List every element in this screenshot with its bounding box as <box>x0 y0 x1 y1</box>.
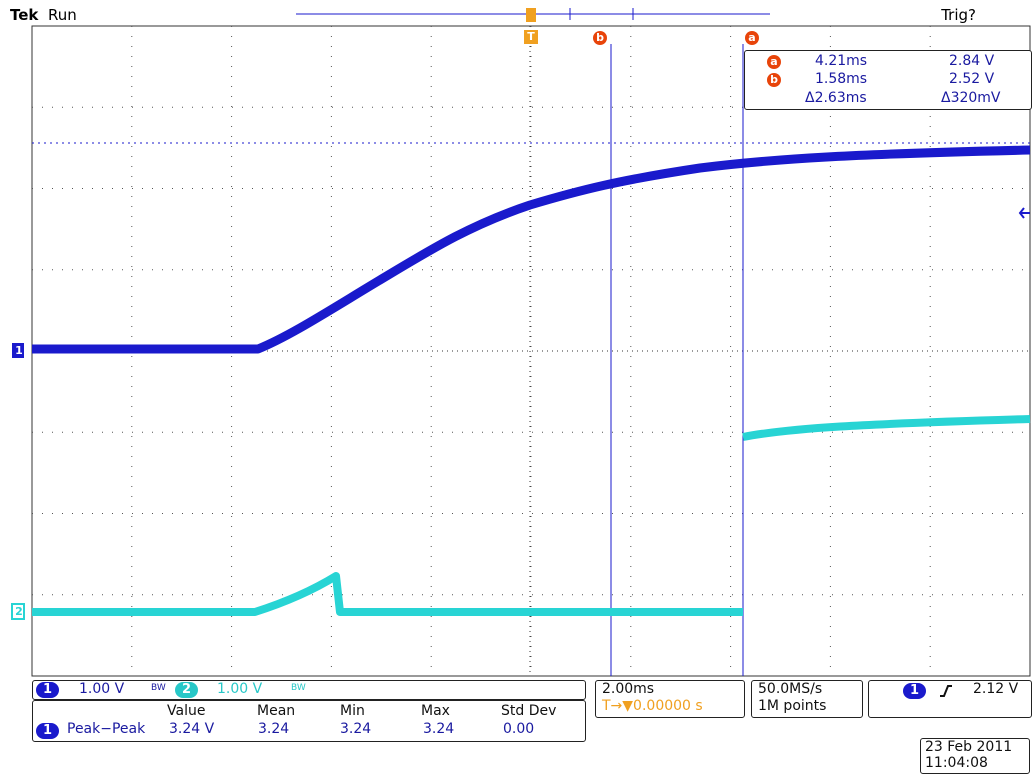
ch2-scale: 1.00 V <box>217 681 263 697</box>
cursor-b-badge[interactable]: b <box>593 31 607 45</box>
cursor-readout-panel: a 4.21ms 2.84 V b 1.58ms 2.52 V Δ2.63ms … <box>744 50 1032 110</box>
brand-logo: Tek <box>10 6 39 24</box>
acquisition-panel[interactable]: 50.0MS/s 1M points <box>751 680 863 718</box>
measurement-max: 3.24 <box>423 721 455 737</box>
cursor-b-voltage: 2.52 V <box>949 71 995 87</box>
ch1-marker-label: 1 <box>15 344 23 357</box>
run-state: Run <box>48 6 77 24</box>
trigger-t-label: T <box>527 30 535 43</box>
measurement-header: Max <box>421 703 450 719</box>
cursor-b-time: 1.58ms <box>815 71 868 87</box>
trigger-source-chip: 1 <box>903 683 927 699</box>
measurement-header: Value <box>167 703 206 719</box>
time: 11:04:08 <box>925 755 988 771</box>
trigger-level-arrow-icon <box>1018 207 1030 219</box>
trigger-position: T→▼0.00000 s <box>602 698 703 714</box>
ch1-ground-marker <box>12 343 24 358</box>
cursor-a-time: 4.21ms <box>815 53 868 69</box>
measurement-header: Mean <box>257 703 296 719</box>
rising-edge-icon <box>940 685 952 697</box>
measurement-mean: 3.24 <box>258 721 290 737</box>
measurement-min: 3.24 <box>340 721 372 737</box>
ch2-ground-marker <box>11 603 25 620</box>
timebase-panel[interactable]: 2.00ms T→▼0.00000 s <box>595 680 745 718</box>
sample-rate: 50.0MS/s <box>758 681 823 697</box>
measurement-value: 3.24 V <box>169 721 215 737</box>
cursor-a-voltage: 2.84 V <box>949 53 995 69</box>
date: 23 Feb 2011 <box>925 739 1013 755</box>
cursor-b-readout-badge: b <box>767 73 781 87</box>
measurement-header: Min <box>340 703 365 719</box>
trigger-panel[interactable]: 1 2.12 V <box>868 680 1032 718</box>
cursor-a-readout-badge: a <box>767 55 781 69</box>
measurement-name: Peak−Peak <box>67 721 146 737</box>
record-length: 1M points <box>758 698 827 714</box>
ch1-chip[interactable]: 1 <box>36 682 60 698</box>
cursor-delta-voltage: Δ320mV <box>941 90 1001 106</box>
trigger-t-marker <box>524 30 538 44</box>
ch1-scale: 1.00 V <box>79 681 125 697</box>
trigger-position-marker <box>526 8 536 22</box>
trigger-level: 2.12 V <box>973 681 1019 697</box>
cursor-delta-time: Δ2.63ms <box>805 90 867 106</box>
trigger-state: Trig? <box>941 6 976 24</box>
ch1-waveform <box>32 145 1031 354</box>
measurement-stddev: 0.00 <box>503 721 535 737</box>
channel-settings-bar: 1 1.00 V BW 2 1.00 V BW <box>32 680 586 700</box>
timestamp-panel: 23 Feb 2011 11:04:08 <box>920 738 1030 774</box>
measurement-panel: Value Mean Min Max Std Dev 1 Peak−Peak 3… <box>32 700 586 742</box>
ch2-bandwidth-icon: BW <box>291 683 306 693</box>
ch2-waveform <box>32 415 1031 616</box>
cursor-a-badge[interactable]: a <box>745 31 759 45</box>
ch1-bandwidth-icon: BW <box>151 683 166 693</box>
ch2-chip[interactable]: 2 <box>175 682 199 698</box>
measurement-channel-chip[interactable]: 1 <box>36 723 60 739</box>
timebase-scale: 2.00ms <box>602 681 655 697</box>
measurement-header: Std Dev <box>501 703 557 719</box>
ch2-marker-label: 2 <box>15 605 23 618</box>
